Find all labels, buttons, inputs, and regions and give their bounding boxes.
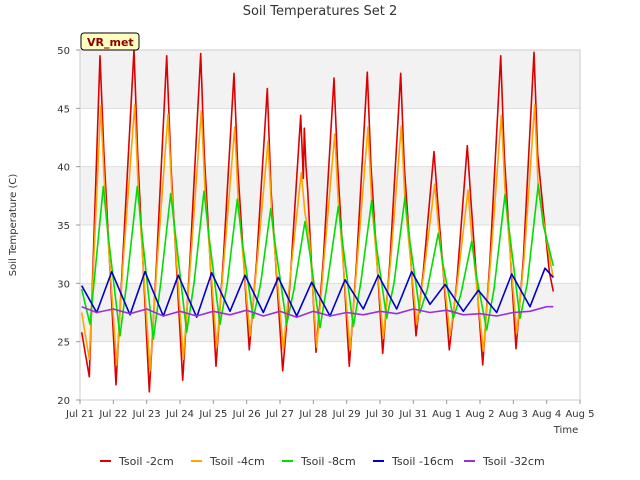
x-tick-label: Aug 1: [432, 409, 461, 420]
legend-label: Tsoil -4cm: [209, 455, 265, 468]
x-tick-label: Jul 23: [132, 409, 161, 420]
x-tick-label: Jul 25: [198, 409, 227, 420]
x-tick-label: Jul 24: [165, 409, 194, 420]
y-tick-label: 45: [57, 104, 70, 115]
series-line-tsoil32cm: [81, 305, 554, 319]
x-tick-label: Jul 30: [365, 409, 394, 420]
series-line-tsoil8cm: [80, 183, 555, 341]
annotation-box: [80, 32, 140, 51]
series-line-tsoil16cm: [81, 267, 554, 319]
x-tick-label: Jul 29: [332, 409, 361, 420]
legend-label: Tsoil -32cm: [482, 455, 545, 468]
legend-label: Tsoil -2cm: [118, 455, 174, 468]
x-tick-label: Jul 26: [232, 409, 261, 420]
legend: Tsoil -2cm Tsoil -4cm Tsoil -8cm Tsoil -16c…: [100, 455, 545, 468]
x-tick-label: Aug 2: [465, 409, 494, 420]
x-tick-label: Jul 21: [65, 409, 94, 420]
x-tick-label: Jul 31: [398, 409, 427, 420]
grid-band: [80, 50, 580, 109]
x-tick-label: Aug 3: [499, 409, 528, 420]
legend-label: Tsoil -8cm: [300, 455, 356, 468]
x-tick-label: Jul 28: [298, 409, 327, 420]
legend-label: Tsoil -16cm: [391, 455, 454, 468]
annotation-text: VR_met: [87, 36, 134, 49]
y-axis: 20 25 30 35 40 45 50: [57, 46, 80, 407]
x-axis-label: Time: [553, 425, 578, 436]
y-tick-label: 40: [57, 163, 70, 174]
y-tick-label: 20: [57, 396, 70, 407]
x-tick-label: Jul 27: [265, 409, 294, 420]
y-tick-label: 30: [57, 279, 70, 290]
y-tick-label: 35: [57, 221, 70, 232]
chart-title: Soil Temperatures Set 2: [243, 4, 398, 19]
x-tick-label: Aug 4: [532, 409, 561, 420]
x-tick-label: Aug 5: [565, 409, 594, 420]
series-line-tsoil2cm: [80, 49, 555, 393]
y-tick-label: 50: [57, 46, 70, 57]
x-tick-label: Jul 22: [98, 409, 127, 420]
y-tick-label: 25: [57, 338, 70, 349]
data-series: [80, 49, 555, 393]
x-axis: Jul 21 Jul 22 Jul 23 Jul 24 Jul 25 Jul 26 Jul …: [65, 400, 595, 420]
y-axis-label: Soil Temperature (C): [8, 174, 19, 277]
vr-met-annotation: VR_met: [80, 32, 140, 51]
